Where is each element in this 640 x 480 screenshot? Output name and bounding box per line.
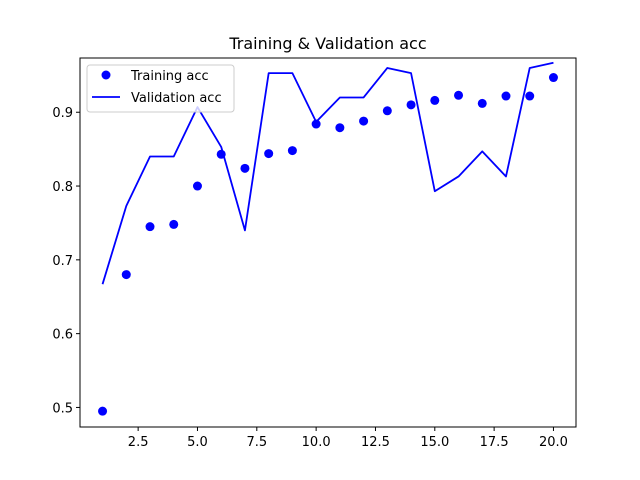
data-point-training-18 xyxy=(501,91,511,101)
x-tick-label-3: 10.0 xyxy=(302,435,331,450)
data-point-training-10 xyxy=(311,119,321,129)
series-layer xyxy=(98,61,558,416)
data-point-training-14 xyxy=(406,100,416,110)
y-tick-label-2: 0.7 xyxy=(52,254,73,269)
data-point-training-19 xyxy=(525,91,535,101)
data-point-training-13 xyxy=(382,106,392,116)
data-point-training-11 xyxy=(335,123,345,133)
x-tick-label-1: 5.0 xyxy=(187,435,208,450)
legend-label-validation: Validation acc xyxy=(131,91,222,106)
legend-label-training: Training acc xyxy=(130,69,209,84)
data-point-training-9 xyxy=(287,146,297,156)
data-point-training-8 xyxy=(264,149,274,159)
x-tick-label-2: 7.5 xyxy=(246,435,267,450)
series-line-validation xyxy=(101,61,554,285)
legend-box xyxy=(86,64,235,113)
legend-marker-training xyxy=(101,70,111,80)
x-tick-label-6: 17.5 xyxy=(480,435,509,450)
axes-frame xyxy=(79,57,577,428)
x-tick-label-4: 12.5 xyxy=(361,435,390,450)
y-tick-label-4: 0.9 xyxy=(52,106,73,121)
y-tick-label-3: 0.8 xyxy=(52,180,73,195)
data-point-training-12 xyxy=(359,116,369,126)
data-point-training-16 xyxy=(454,90,464,100)
x-tick-label-7: 20.0 xyxy=(539,435,568,450)
data-point-training-17 xyxy=(477,98,487,108)
legend: Training acc Validation acc xyxy=(86,64,235,113)
data-point-training-15 xyxy=(430,95,440,105)
x-tick-label-0: 2.5 xyxy=(128,435,149,450)
data-point-training-20 xyxy=(548,73,558,83)
y-tick-label-1: 0.6 xyxy=(52,328,73,343)
data-point-training-2 xyxy=(121,270,131,280)
data-point-training-3 xyxy=(145,222,155,232)
y-tick-label-0: 0.5 xyxy=(52,401,73,416)
chart-title: Training & Validation acc xyxy=(228,34,426,53)
data-point-training-7 xyxy=(240,163,250,173)
data-point-training-5 xyxy=(192,181,202,191)
data-point-training-4 xyxy=(169,219,179,229)
axes-ticks: 2.5 5.0 7.5 10.0 12.5 15.0 17.5 20.0 0.5 0.6 0.7 0.… xyxy=(52,106,568,450)
data-point-training-1 xyxy=(98,406,108,416)
x-tick-label-5: 15.0 xyxy=(420,435,449,450)
